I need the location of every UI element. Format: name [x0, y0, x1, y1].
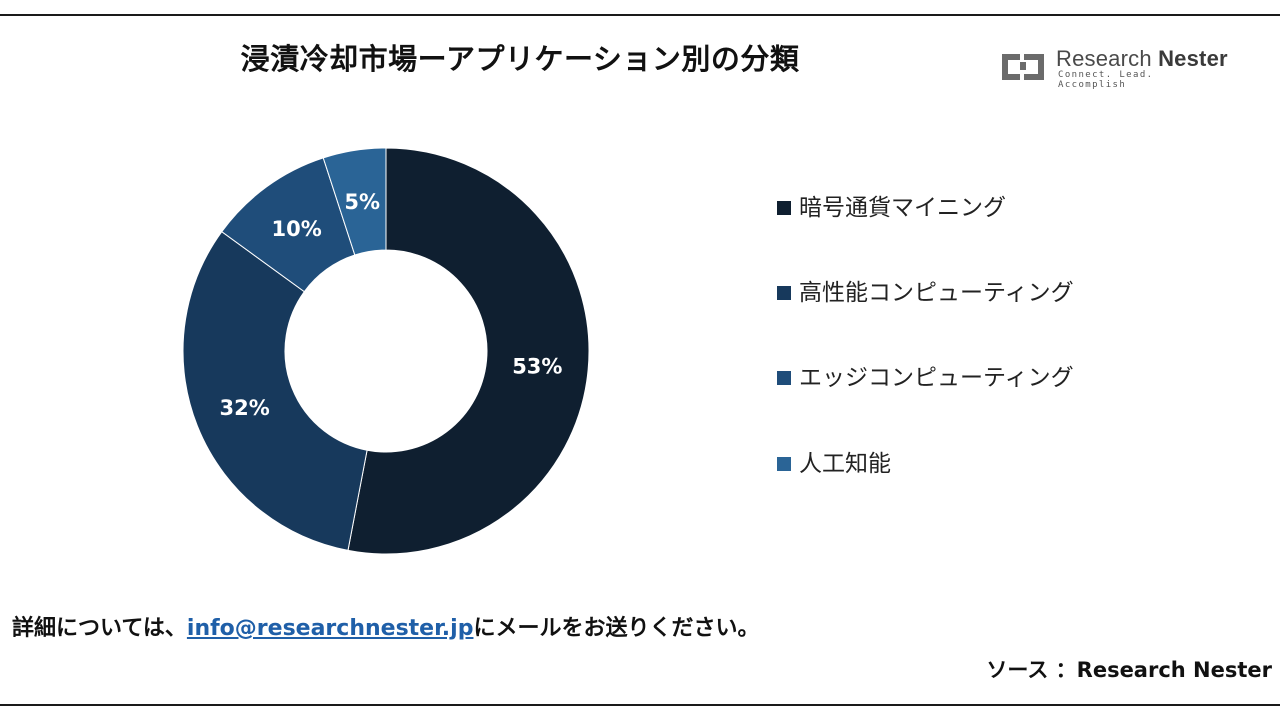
source-credit: ソース ：Research Nester	[986, 658, 1272, 682]
slice-ai	[322, 147, 387, 256]
legend-swatch	[777, 201, 791, 215]
data-label: 10%	[272, 217, 322, 241]
email-link[interactable]: info@researchnester.jp	[186, 616, 474, 641]
legend-swatch	[777, 371, 791, 385]
legend-label: 人工知能	[799, 451, 891, 477]
data-label: 53%	[512, 354, 562, 378]
slice-hpc	[182, 230, 368, 551]
legend-label: エッジコンピューティング	[799, 365, 1074, 391]
legend-swatch	[777, 286, 791, 300]
data-label: 5%	[344, 190, 380, 214]
data-label: 32%	[220, 396, 270, 420]
logo-name-bold: Nester	[1158, 46, 1228, 71]
top-rule	[0, 14, 1280, 16]
logo-tagline: Connect. Lead. Accomplish	[1058, 70, 1154, 90]
legend-swatch	[777, 457, 791, 471]
contact-line: 詳細については、info@researchnester.jpにメールをお送りくだ…	[12, 610, 759, 642]
contact-suffix: にメールをお送りください。	[473, 616, 760, 641]
logo-name: Research Nester	[1056, 46, 1228, 72]
research-nester-logo-icon	[1002, 54, 1044, 80]
legend-label: 暗号通貨マイニング	[799, 195, 1006, 221]
legend-label: 高性能コンピューティング	[799, 280, 1074, 306]
slice-crypto-mining	[347, 147, 590, 555]
contact-prefix: 詳細については、	[12, 616, 187, 641]
research-nester-logo: Research Nester Connect. Lead. Accomplis…	[998, 46, 1228, 90]
bottom-rule	[0, 704, 1280, 706]
logo-name-regular: Research	[1056, 46, 1152, 71]
chart-title: 浸漬冷却市場ーアプリケーション別の分類	[240, 42, 800, 76]
